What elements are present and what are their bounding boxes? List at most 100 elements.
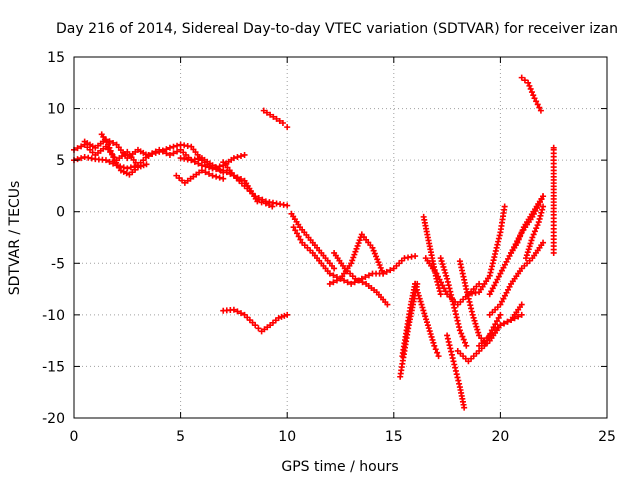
data-point <box>255 194 262 201</box>
data-point <box>348 280 355 287</box>
data-point <box>266 202 273 209</box>
series-track-28 <box>508 193 547 256</box>
data-point <box>412 253 419 260</box>
data-point <box>443 272 450 279</box>
data-points <box>71 74 557 411</box>
data-point <box>375 259 382 266</box>
data-point <box>353 245 360 252</box>
y-tick-label: -20 <box>42 411 65 427</box>
axis-ticks <box>73 56 608 419</box>
data-point <box>469 311 476 318</box>
data-point <box>530 92 537 99</box>
data-point <box>174 148 181 155</box>
data-point <box>538 209 545 216</box>
data-point <box>462 339 469 346</box>
data-point <box>198 162 205 169</box>
data-point <box>421 310 428 317</box>
data-point <box>527 240 534 247</box>
series-track-10 <box>220 306 291 335</box>
data-point <box>234 174 241 181</box>
data-point <box>209 172 216 179</box>
data-point <box>459 333 466 340</box>
data-point <box>427 331 434 338</box>
data-point <box>102 157 109 164</box>
data-point <box>369 244 376 251</box>
data-point <box>170 143 177 150</box>
data-point <box>110 160 117 167</box>
data-point <box>528 237 535 244</box>
data-point <box>380 270 387 277</box>
data-point <box>441 266 448 273</box>
data-point <box>297 236 304 243</box>
data-point <box>414 289 421 296</box>
data-point <box>534 101 541 108</box>
data-point <box>140 162 147 169</box>
data-point <box>493 318 500 325</box>
data-point <box>439 261 446 268</box>
data-point <box>497 322 504 329</box>
series-track-09 <box>260 107 291 131</box>
y-tick-label: -10 <box>42 308 65 324</box>
y-axis-label: SDTVAR / TECUs <box>7 181 23 296</box>
data-point <box>238 176 245 183</box>
data-point <box>476 280 483 287</box>
data-point <box>537 212 544 219</box>
data-point <box>295 233 302 240</box>
data-point <box>425 325 432 332</box>
data-point <box>255 325 262 332</box>
data-point <box>330 272 337 279</box>
data-point <box>463 342 470 349</box>
data-point <box>166 151 173 158</box>
data-point <box>517 233 524 240</box>
x-tick-label: 15 <box>385 429 403 445</box>
data-point <box>522 255 529 262</box>
data-point <box>352 248 359 255</box>
data-point <box>374 256 381 263</box>
series-track-05 <box>145 141 248 172</box>
data-point <box>424 322 431 329</box>
data-point <box>356 237 363 244</box>
series-track-31 <box>550 144 557 256</box>
data-point <box>220 167 227 174</box>
data-point <box>78 143 85 150</box>
data-point <box>475 329 482 336</box>
data-point <box>159 147 166 154</box>
x-axis-label: GPS time / hours <box>281 459 398 475</box>
data-point <box>254 198 261 205</box>
x-tick-label: 10 <box>278 429 296 445</box>
data-point <box>426 328 433 335</box>
series-track-08 <box>173 167 227 186</box>
data-point <box>378 267 385 274</box>
data-point <box>530 231 537 238</box>
series-track-17 <box>412 280 442 360</box>
data-point <box>273 115 280 122</box>
data-point <box>74 156 81 163</box>
x-tick-label: 20 <box>491 429 509 445</box>
series-track-11 <box>288 210 338 272</box>
data-point <box>428 333 435 340</box>
y-tick-label: 15 <box>47 50 65 66</box>
data-point <box>504 318 511 325</box>
data-point <box>143 161 150 168</box>
data-point <box>420 307 427 314</box>
data-point <box>166 144 173 151</box>
data-point <box>106 158 113 165</box>
series-track-12 <box>290 224 387 287</box>
data-point <box>262 200 269 207</box>
data-point <box>534 222 541 229</box>
data-point <box>290 224 297 231</box>
y-tick-label: 10 <box>47 102 65 118</box>
data-point <box>234 308 241 315</box>
data-point <box>550 249 557 256</box>
y-tick-label: -15 <box>42 359 65 375</box>
data-point <box>234 154 241 161</box>
data-point <box>531 95 538 102</box>
data-point <box>431 342 438 349</box>
data-point <box>527 85 534 92</box>
data-point <box>531 228 538 235</box>
data-point <box>384 301 391 308</box>
data-point <box>419 304 426 311</box>
data-point <box>539 206 546 213</box>
data-point <box>497 311 504 318</box>
x-tick-label: 0 <box>70 429 79 445</box>
